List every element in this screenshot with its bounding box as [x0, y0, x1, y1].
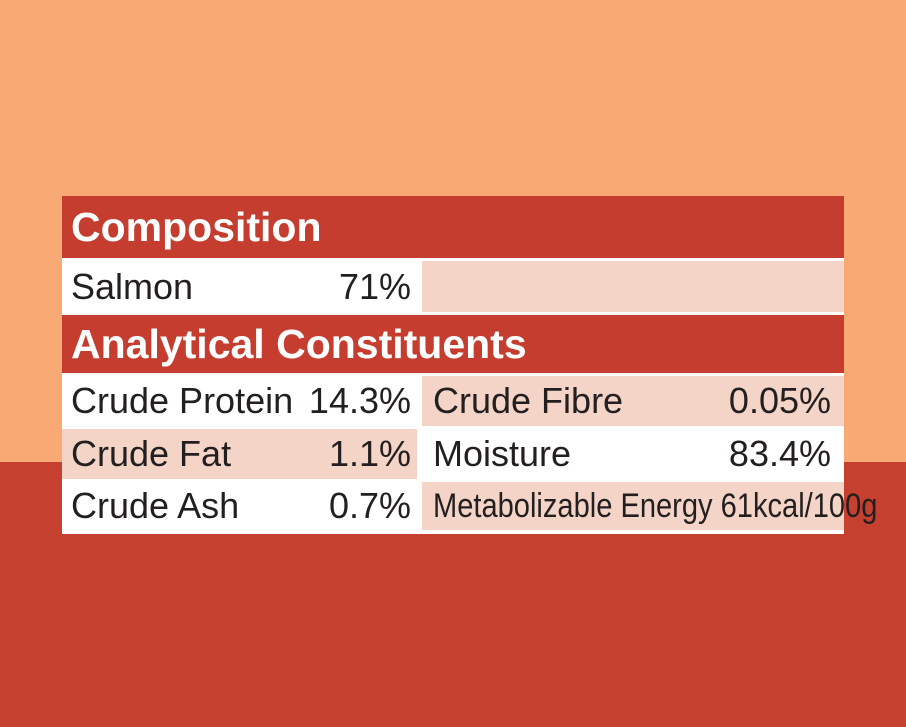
metabolizable-energy-text: Metabolizable Energy 61kcal/100g — [433, 486, 878, 525]
nutrient-name: Crude Ash — [71, 485, 240, 526]
moisture-cell: Moisture 83.4% — [422, 429, 844, 479]
nutrient-name: Moisture — [433, 433, 572, 474]
nutrient-name: Crude Protein — [71, 380, 294, 421]
analytical-constituents-header: Analytical Constituents — [62, 315, 844, 373]
nutrient-name: Crude Fibre — [433, 380, 624, 421]
nutrient-value: 0.7% — [328, 485, 411, 526]
composition-ingredient-cell: Salmon 71% — [62, 261, 417, 312]
nutrient-value: 0.05% — [728, 380, 831, 421]
nutrient-value: 14.3% — [308, 380, 411, 421]
nutrient-value: 1.1% — [328, 433, 411, 474]
table-row: Crude Protein 14.3% Crude Fibre 0.05% — [62, 376, 844, 426]
nutrient-value: 83.4% — [728, 433, 831, 474]
metabolizable-energy-cell: Metabolizable Energy 61kcal/100g — [422, 482, 877, 530]
ingredient-name: Salmon — [71, 265, 194, 307]
nutrition-label-table: Composition Salmon 71% Analytical Consti… — [62, 196, 877, 534]
table-row: Salmon 71% — [62, 261, 844, 312]
empty-cell — [422, 261, 844, 312]
table-row: Crude Ash 0.7% Metabolizable Energy 61kc… — [62, 482, 877, 530]
nutrient-name: Crude Fat — [71, 433, 232, 474]
crude-fat-cell: Crude Fat 1.1% — [62, 429, 417, 479]
composition-header: Composition — [62, 196, 844, 258]
ingredient-value: 71% — [338, 265, 411, 307]
table-row: Crude Fat 1.1% Moisture 83.4% — [62, 429, 844, 479]
crude-protein-cell: Crude Protein 14.3% — [62, 376, 417, 426]
crude-ash-cell: Crude Ash 0.7% — [62, 482, 417, 530]
crude-fibre-cell: Crude Fibre 0.05% — [422, 376, 844, 426]
